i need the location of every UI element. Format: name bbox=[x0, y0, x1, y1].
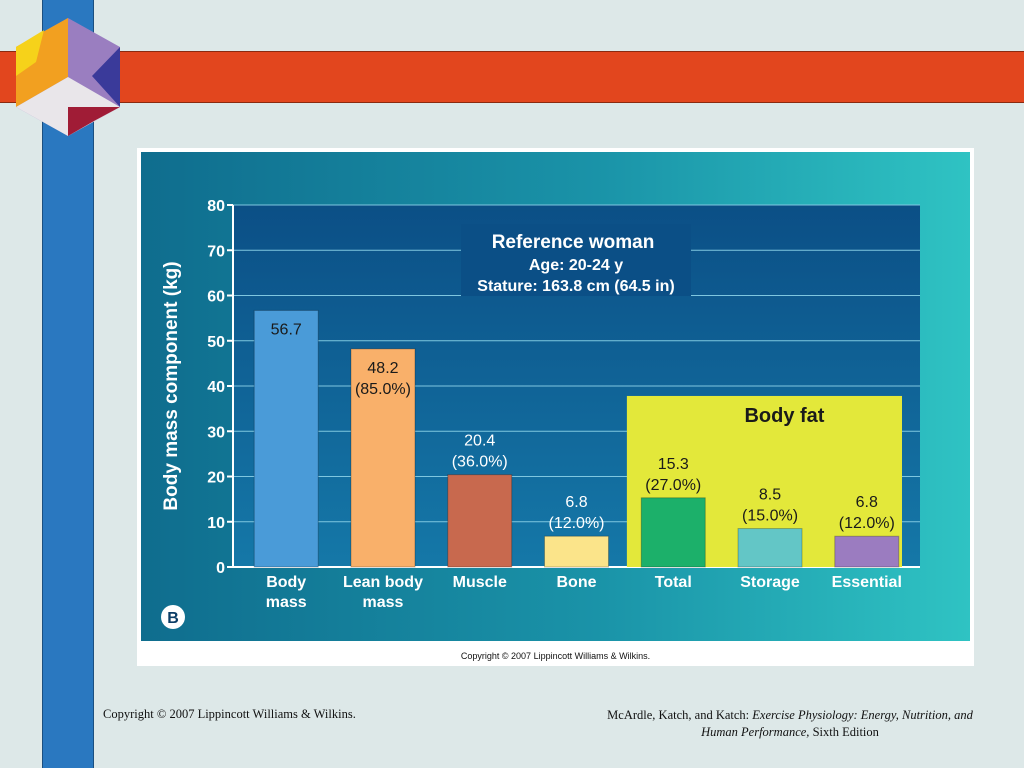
x-tick-label: Essential bbox=[832, 574, 902, 591]
y-tick-label: 0 bbox=[216, 560, 225, 577]
citation-title: Exercise Physiology: Energy, Nutrition, … bbox=[701, 708, 973, 739]
data-label: 15.3 bbox=[658, 456, 689, 473]
data-label: 48.2 bbox=[367, 360, 398, 377]
y-tick-label: 10 bbox=[207, 515, 225, 532]
bar bbox=[640, 497, 706, 568]
y-tick-label: 70 bbox=[207, 243, 225, 260]
chart-subtitle: Stature: 163.8 cm (64.5 in) bbox=[477, 278, 674, 295]
panel-badge bbox=[161, 605, 185, 629]
chart-subtitle: Age: 20-24 y bbox=[529, 257, 623, 274]
y-tick-label: 50 bbox=[207, 334, 225, 351]
data-label: (85.0%) bbox=[355, 381, 411, 398]
bar bbox=[447, 474, 513, 568]
data-label: (36.0%) bbox=[452, 454, 508, 471]
title-box bbox=[461, 224, 691, 296]
bar bbox=[253, 309, 319, 568]
data-label: 8.5 bbox=[759, 487, 781, 504]
data-label: (12.0%) bbox=[548, 515, 604, 532]
x-tick-label: mass bbox=[363, 594, 404, 611]
data-label: (12.0%) bbox=[839, 515, 895, 532]
x-tick-label: Bone bbox=[557, 574, 597, 591]
chart-title: Reference woman bbox=[492, 232, 655, 253]
x-tick-label: mass bbox=[266, 594, 307, 611]
data-label: 56.7 bbox=[271, 321, 302, 338]
x-tick-label: Lean body bbox=[343, 574, 423, 591]
y-tick-label: 30 bbox=[207, 424, 225, 441]
bar bbox=[544, 535, 609, 568]
bar-chart: 0 10 20 30 40 50 60 70 80 Body fat 56.7 Body mass 4… bbox=[141, 152, 970, 641]
y-tick-label: 80 bbox=[207, 198, 225, 215]
footer-citation: McArdle, Katch, and Katch: Exercise Phys… bbox=[600, 707, 980, 741]
group-label: Body fat bbox=[744, 405, 824, 427]
data-label: (27.0%) bbox=[645, 477, 701, 494]
bar bbox=[350, 348, 416, 568]
y-axis-label: Body mass component (kg) bbox=[161, 261, 182, 510]
y-tick-label: 20 bbox=[207, 470, 225, 487]
footer-copyright: Copyright © 2007 Lippincott Williams & W… bbox=[103, 707, 356, 721]
citation-edition: Sixth Edition bbox=[809, 725, 879, 739]
x-tick-label: Total bbox=[655, 574, 692, 591]
y-tick-label: 60 bbox=[207, 289, 225, 306]
cube-logo-icon bbox=[16, 18, 120, 136]
data-label: 6.8 bbox=[565, 494, 587, 511]
data-label: (15.0%) bbox=[742, 508, 798, 525]
x-tick-label: Storage bbox=[740, 574, 800, 591]
panel-letter: B bbox=[167, 610, 179, 627]
figure-credit: Copyright © 2007 Lippincott Williams & W… bbox=[460, 651, 651, 661]
data-label: 20.4 bbox=[464, 433, 495, 450]
horizontal-accent-bar bbox=[0, 51, 1024, 103]
y-tick-label: 40 bbox=[207, 379, 225, 396]
x-tick-label: Muscle bbox=[453, 574, 507, 591]
bar bbox=[737, 528, 803, 568]
x-tick-label: Body bbox=[266, 574, 306, 591]
citation-authors: McArdle, Katch, and Katch: bbox=[607, 708, 753, 722]
bar bbox=[834, 535, 900, 568]
data-label: 6.8 bbox=[856, 494, 878, 511]
